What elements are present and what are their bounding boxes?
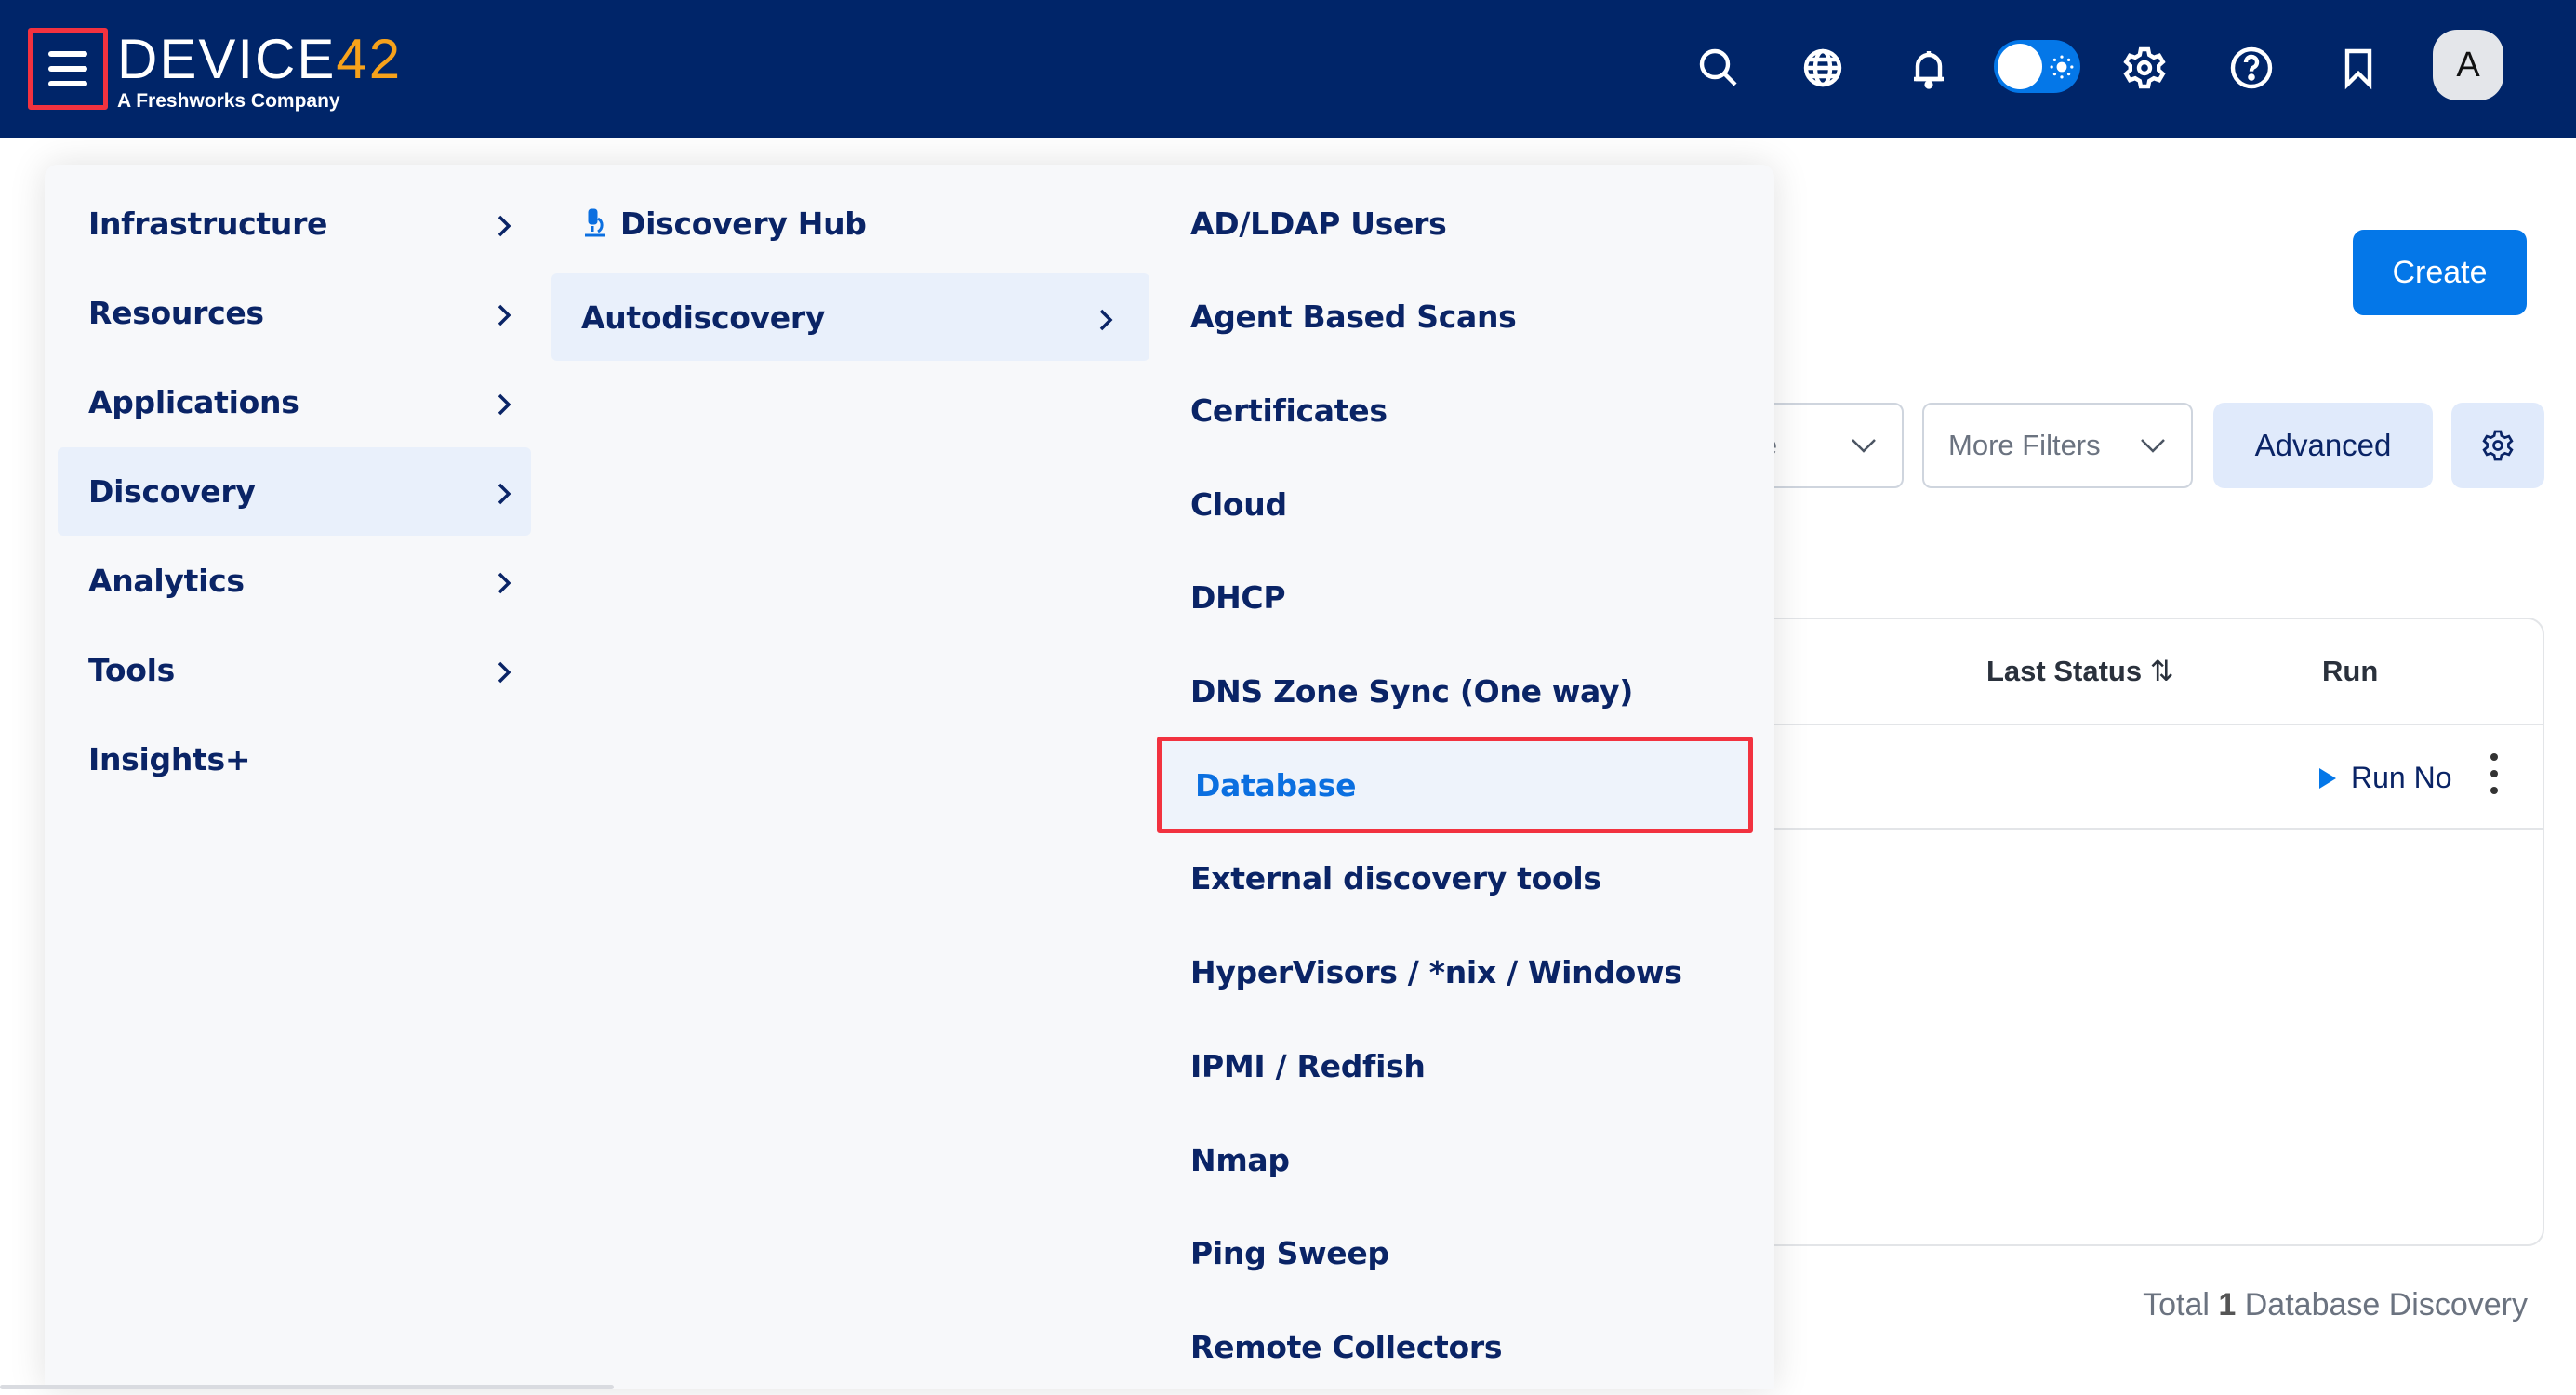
menu-item-label: Resources [88,294,264,331]
menu-item-label: Agent Based Scans [1190,299,1517,336]
menu-l1-resources[interactable]: Resources [58,269,531,357]
menu-l3-ping-sweep[interactable]: Ping Sweep [1157,1205,1753,1302]
menu-l3-cloud[interactable]: Cloud [1157,456,1753,552]
logo[interactable]: DEVICE42 A Freshworks Company [117,32,402,113]
column-header-last-status[interactable]: Last Status ⇅ [1986,655,2174,687]
menu-item-label: External discovery tools [1190,860,1601,897]
bell-icon[interactable] [1904,43,1954,93]
menu-icon[interactable] [28,28,108,110]
theme-toggle[interactable] [1994,40,2080,93]
chevron-right-icon [495,567,513,594]
chevron-right-icon [495,478,513,505]
menu-l3-external-discovery-tools[interactable]: External discovery tools [1157,830,1753,927]
sun-icon [2050,55,2074,79]
discovery-table: Last Status ⇅ Run Run No [1581,618,2544,1246]
avatar-initial: A [2456,45,2480,85]
avatar[interactable]: A [2433,30,2503,100]
logo-tagline: A Freshworks Company [117,90,340,112]
menu-l3-ad-ldap-users[interactable]: AD/LDAP Users [1157,175,1753,272]
menu-item-label: Insights+ [88,740,251,777]
menu-l1-infrastructure[interactable]: Infrastructure [58,179,531,268]
menu-l1-discovery[interactable]: Discovery [58,446,531,536]
menu-item-label: DNS Zone Sync (One way) [1190,673,1633,710]
advanced-label: Advanced [2254,428,2392,462]
chevron-right-icon [1096,304,1115,331]
menu-l3-dns-zone-sync-one-way[interactable]: DNS Zone Sync (One way) [1157,644,1753,740]
menu-l3-certificates[interactable]: Certificates [1157,362,1753,458]
row-actions-kebab-icon[interactable] [2485,753,2503,794]
advanced-button[interactable]: Advanced [2213,403,2433,488]
play-icon [2319,767,2336,789]
menu-l3-dhcp[interactable]: DHCP [1157,550,1753,646]
chevron-right-icon [495,210,513,237]
table-row: Run No [1583,725,2543,830]
chevron-right-icon [495,299,513,326]
logo-brand-accent: 42 [336,28,403,90]
menu-item-label: Ping Sweep [1190,1235,1389,1272]
menu-l2-discovery-hub[interactable]: Discovery Hub [551,179,1149,267]
menu-item-label: Remote Collectors [1190,1328,1503,1365]
more-filters-label: More Filters [1948,429,2101,461]
menu-level2: Discovery Hub Autodiscovery [551,165,1150,1389]
navigation-menu: Infrastructure Resources Applications Disco… [45,165,1774,1389]
menu-l3-agent-based-scans[interactable]: Agent Based Scans [1157,269,1753,365]
menu-l1-tools[interactable]: Tools [58,626,531,714]
more-filters-dropdown[interactable]: More Filters [1922,403,2193,488]
menu-level3: AD/LDAP Users Agent Based Scans Certificat… [1150,165,1774,1389]
menu-l1-applications[interactable]: Applications [58,358,531,446]
menu-item-label: Cloud [1190,485,1287,523]
chevron-right-icon [495,389,513,416]
globe-icon[interactable] [1798,43,1848,93]
menu-item-label: Applications [88,383,299,420]
search-icon[interactable] [1693,43,1744,93]
menu-l3-hypervisors-nix-windows[interactable]: HyperVisors / *nix / Windows [1157,924,1753,1021]
horizontal-scrollbar[interactable] [0,1385,614,1389]
run-now-button[interactable]: Run No [2317,761,2452,795]
gear-icon[interactable] [2119,43,2170,93]
table-header: Last Status ⇅ Run [1583,619,2543,725]
chevron-right-icon [495,657,513,684]
chevron-down-icon [1852,439,1876,453]
sort-icon[interactable]: ⇅ [2149,655,2174,687]
menu-item-label: Database [1195,766,1357,804]
menu-item-label: Discovery Hub [620,205,867,242]
menu-item-label: AD/LDAP Users [1190,205,1447,242]
create-label: Create [2392,254,2488,290]
column-settings-button[interactable] [2451,403,2544,488]
menu-item-label: HyperVisors / *nix / Windows [1190,954,1682,991]
menu-item-label: Certificates [1190,392,1388,429]
gear-icon [2482,430,2514,461]
menu-item-label: Tools [88,651,175,688]
menu-item-label: Discovery [88,472,256,510]
menu-l3-database[interactable]: Database [1157,737,1753,834]
microscope-icon [581,207,609,239]
menu-l3-remote-collectors[interactable]: Remote Collectors [1157,1298,1753,1395]
column-header-run: Run [2322,655,2379,687]
menu-item-label: Autodiscovery [581,299,826,336]
logo-brand: DEVICE [117,28,337,90]
bookmark-icon[interactable] [2333,43,2383,93]
menu-l3-ipmi-redfish[interactable]: IPMI / Redfish [1157,1017,1753,1114]
top-navbar: DEVICE42 A Freshworks Company A [0,0,2576,138]
create-button[interactable]: Create [2353,230,2527,315]
menu-l3-nmap[interactable]: Nmap [1157,1111,1753,1208]
menu-item-label: Infrastructure [88,205,328,242]
menu-l1-insights[interactable]: Insights+ [58,715,531,804]
menu-item-label: Analytics [88,562,245,599]
menu-item-label: Nmap [1190,1141,1290,1178]
menu-l2-autodiscovery[interactable]: Autodiscovery [551,273,1149,361]
run-label: Run No [2351,761,2452,794]
total-count: Total 1 Database Discovery [2143,1287,2528,1322]
menu-level1: Infrastructure Resources Applications Disco… [45,165,534,1389]
menu-l1-analytics[interactable]: Analytics [58,537,531,625]
menu-item-label: IPMI / Redfish [1190,1047,1426,1084]
chevron-down-icon [2141,439,2165,453]
menu-item-label: DHCP [1190,579,1286,617]
help-icon[interactable] [2226,43,2277,93]
